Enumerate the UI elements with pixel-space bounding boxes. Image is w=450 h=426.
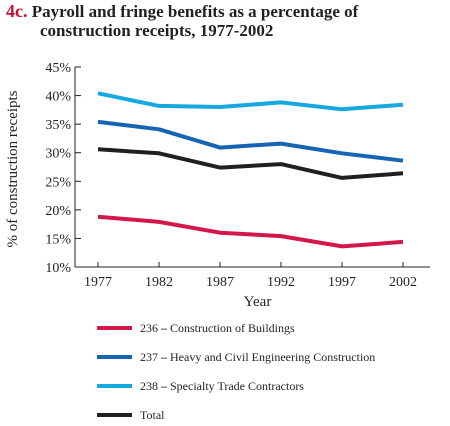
series-line-236	[97, 214, 404, 249]
legend-name: Construction of Buildings	[170, 321, 295, 335]
legend-label-total: Total	[140, 408, 165, 422]
legend-label-236: 236 – Construction of Buildings	[140, 321, 295, 335]
chart-title: 4c. Payroll and fringe benefits as a per…	[6, 1, 446, 41]
legend-name: Heavy and Civil Engineering Construction	[170, 350, 375, 364]
x-tick-label: 1977	[84, 275, 112, 290]
legend-code: 237	[140, 350, 158, 364]
legend-label-237: 237 – Heavy and Civil Engineering Constr…	[140, 350, 375, 364]
y-tick-label: 10%	[45, 261, 71, 276]
y-tick-label: 40%	[45, 90, 71, 105]
y-axis-title: % of construction receipts	[5, 90, 21, 247]
title-line-1: 4c. Payroll and fringe benefits as a per…	[6, 1, 446, 22]
legend-label-238: 238 – Specialty Trade Contractors	[140, 379, 304, 393]
y-tick-label: 45%	[45, 61, 71, 76]
title-line-2: construction receipts, 1977-2002	[40, 21, 274, 40]
y-tick-label: 25%	[45, 175, 71, 190]
y-tick-label: 20%	[45, 204, 71, 219]
y-tick-label: 35%	[45, 118, 71, 133]
y-tick-label: 30%	[45, 147, 71, 162]
legend-name: Total	[140, 408, 165, 422]
x-axis-title: Year	[244, 294, 272, 310]
series-line-238	[97, 91, 404, 112]
title-text-1: Payroll and fringe benefits as a percent…	[31, 2, 359, 21]
axes: 10% 15% 20% 25% 30% 35% 40% 45% 1977 1982 1987 1992…	[5, 61, 430, 310]
x-tick-label: 1997	[328, 275, 356, 290]
legend: 236 – Construction of Buildings 237 – Hea…	[97, 321, 375, 422]
legend-dash: –	[158, 321, 170, 335]
y-tick-label: 15%	[45, 232, 71, 247]
series-line-237	[97, 119, 404, 163]
legend-name: Specialty Trade Contractors	[170, 379, 304, 393]
legend-dash: –	[158, 379, 170, 393]
x-tick-label: 1982	[145, 275, 173, 290]
series-lines	[97, 91, 404, 249]
x-tick-label: 2002	[389, 275, 417, 290]
legend-code: 238	[140, 379, 158, 393]
figure-number: 4c.	[6, 1, 28, 21]
x-tick-label: 1987	[206, 275, 234, 290]
legend-code: 236	[140, 321, 158, 335]
series-line-total	[97, 147, 404, 180]
x-tick-label: 1992	[267, 275, 295, 290]
legend-dash: –	[158, 350, 170, 364]
